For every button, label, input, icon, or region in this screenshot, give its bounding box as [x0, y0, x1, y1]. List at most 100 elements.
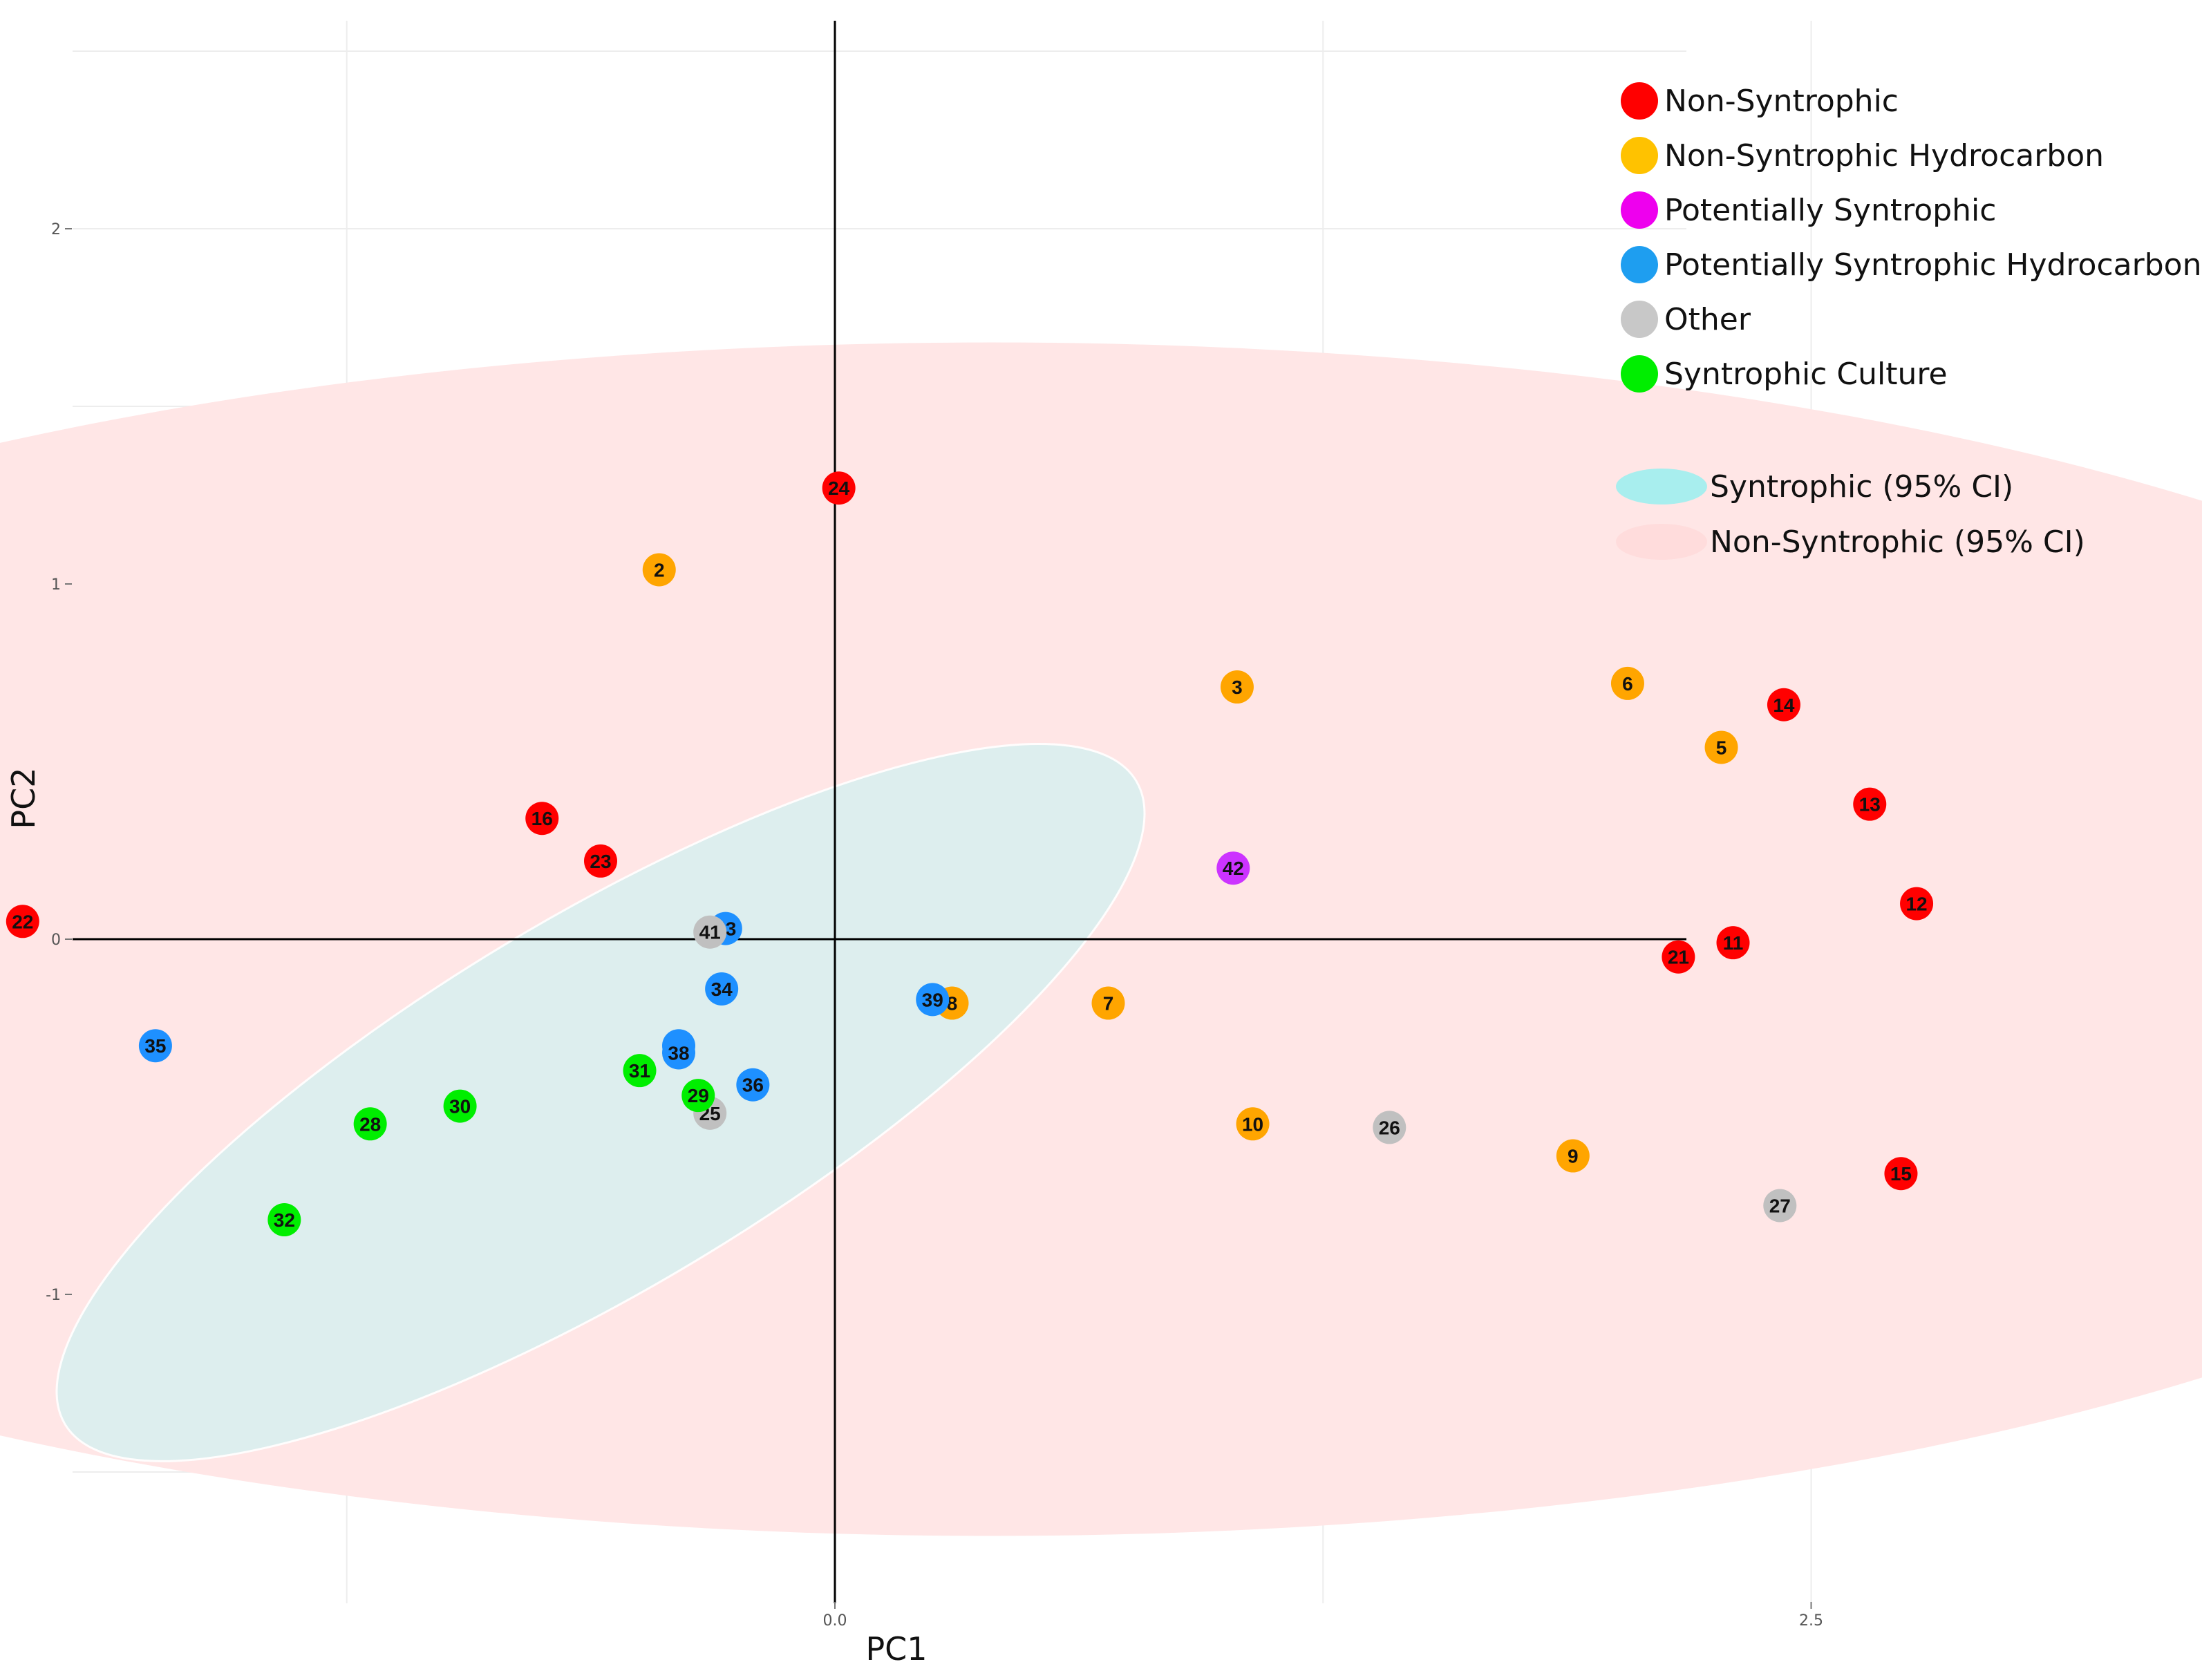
data-point-marker [1091, 986, 1125, 1020]
legend-label: Syntrophic Culture [1664, 357, 1948, 392]
data-point: 36 [736, 1068, 770, 1102]
data-point-marker [353, 1107, 387, 1141]
data-point-label: 14 [1773, 695, 1795, 716]
legend-swatch [1621, 82, 1658, 120]
data-point-marker [1236, 1107, 1270, 1141]
legend-item: Non-Syntrophic [1621, 82, 1899, 120]
legend-ellipse-item: Syntrophic (95% CI) [1616, 469, 2013, 504]
data-point: 12 [1900, 887, 1934, 921]
x-tick-label: 2.5 [1799, 1612, 1823, 1630]
data-point-marker [6, 905, 39, 938]
data-point-label: 3 [1232, 677, 1243, 698]
data-point: 14 [1767, 688, 1800, 721]
legend-label: Potentially Syntrophic [1664, 193, 1996, 228]
data-point: 15 [1884, 1157, 1918, 1191]
data-point-marker [1662, 940, 1695, 974]
y-tick-label: 0 [51, 932, 61, 949]
data-point: 23 [584, 844, 617, 878]
data-point-marker [916, 983, 950, 1017]
data-point-marker [525, 802, 559, 836]
x-axis-title: PC1 [865, 1630, 927, 1668]
data-point-marker [623, 1054, 657, 1088]
data-point: 35 [138, 1029, 172, 1063]
data-point-label: 12 [1905, 894, 1927, 915]
data-point-marker [1704, 730, 1738, 764]
data-point: 42 [1216, 851, 1250, 885]
data-point: 22 [6, 905, 39, 938]
data-point: 3 [1220, 670, 1254, 704]
data-point: 41 [693, 915, 727, 949]
data-point-marker [705, 972, 739, 1006]
legend-ellipse-label: Syntrophic (95% CI) [1710, 469, 2013, 504]
data-point-marker [693, 915, 727, 949]
legend-ellipse-label: Non-Syntrophic (95% CI) [1710, 525, 2085, 560]
data-point-marker [1767, 688, 1800, 721]
data-point-label: 36 [742, 1075, 764, 1096]
data-point-label: 31 [629, 1060, 650, 1082]
data-point-label: 39 [922, 989, 943, 1010]
data-point: 24 [822, 471, 856, 505]
data-point-label: 22 [12, 911, 33, 932]
legend-swatch [1621, 191, 1658, 229]
legend: Non-Syntrophic Non-Syntrophic Hydrocarbon… [1616, 82, 2201, 560]
data-point: 11 [1716, 926, 1750, 960]
data-point-label: 38 [668, 1042, 689, 1064]
data-point-marker [1556, 1139, 1590, 1173]
y-tick-label: 1 [51, 576, 61, 594]
legend-label: Non-Syntrophic Hydrocarbon [1664, 138, 2104, 173]
legend-item: Non-Syntrophic Hydrocarbon [1621, 137, 2104, 174]
data-point-label: 15 [1890, 1163, 1912, 1185]
data-point-marker [1220, 670, 1254, 704]
data-point-label: 28 [359, 1113, 381, 1135]
data-point-label: 41 [699, 922, 721, 943]
legend-ellipse-swatch [1616, 469, 1707, 504]
data-point-marker [822, 471, 856, 505]
data-point-label: 34 [711, 979, 733, 1000]
data-point-marker [584, 844, 617, 878]
data-point-marker [642, 553, 676, 587]
data-point-label: 7 [1103, 993, 1114, 1014]
data-point-marker [1900, 887, 1934, 921]
data-point-label: 26 [1379, 1117, 1400, 1138]
y-axis-title: PC2 [5, 767, 42, 829]
x-tick-label: 0.0 [823, 1612, 847, 1630]
data-point-marker [1216, 851, 1250, 885]
legend-item: Syntrophic Culture [1621, 355, 1948, 393]
data-point-label: 42 [1223, 858, 1244, 879]
data-points: 1423657810924141312112116231822151720194… [6, 471, 1934, 1237]
data-point-marker [662, 1036, 695, 1070]
data-point-label: 13 [1859, 794, 1881, 815]
data-point-label: 35 [144, 1035, 166, 1057]
data-point: 16 [525, 802, 559, 836]
data-point: 34 [705, 972, 739, 1006]
data-point: 31 [623, 1054, 657, 1088]
legend-swatch [1621, 246, 1658, 283]
data-point-marker [138, 1029, 172, 1063]
data-point-label: 32 [274, 1209, 295, 1231]
y-tick-label: -1 [46, 1287, 61, 1304]
data-point-label: 29 [688, 1085, 709, 1106]
data-point-label: 23 [590, 851, 611, 872]
data-point: 21 [1662, 940, 1695, 974]
legend-label: Other [1664, 302, 1751, 337]
data-point-label: 10 [1242, 1113, 1263, 1135]
data-point: 28 [353, 1107, 387, 1141]
data-point: 30 [443, 1089, 477, 1123]
data-point-marker [267, 1203, 301, 1237]
data-point-marker [1373, 1111, 1406, 1144]
data-point-label: 27 [1769, 1196, 1791, 1217]
syntrophic-ci-ellipse [55, 743, 1146, 1462]
data-point-marker [1610, 666, 1644, 700]
data-point-label: 11 [1723, 932, 1744, 954]
data-point: 32 [267, 1203, 301, 1237]
data-point-marker [1853, 787, 1887, 821]
data-point: 38 [662, 1036, 695, 1070]
data-point-marker [681, 1079, 715, 1113]
legend-item: Potentially Syntrophic [1621, 191, 1996, 229]
data-point-label: 9 [1568, 1146, 1579, 1167]
data-point: 7 [1091, 986, 1125, 1020]
axes [73, 21, 1686, 1603]
legend-swatch [1621, 301, 1658, 338]
